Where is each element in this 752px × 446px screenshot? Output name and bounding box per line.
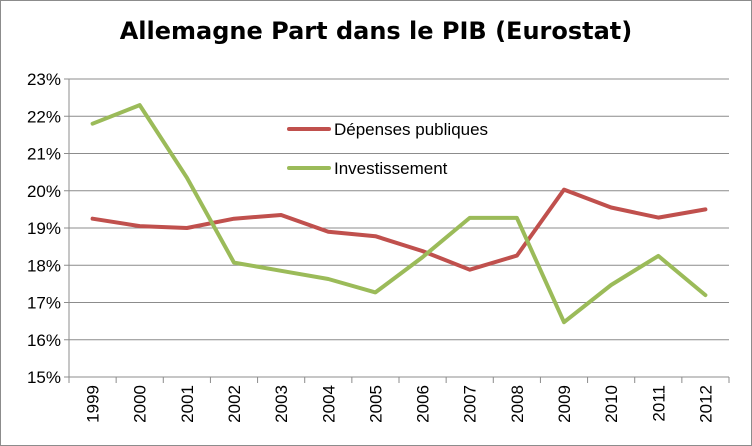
x-tick-label: 2000 [131,385,150,423]
legend-label: Dépenses publiques [334,120,488,139]
y-tick-label: 19% [27,219,61,238]
y-tick-label: 16% [27,331,61,350]
x-tick-label: 2003 [272,385,291,423]
x-tick-label: 2004 [319,385,338,423]
y-tick-label: 15% [27,368,61,387]
legend: Dépenses publiques Investissement [287,120,488,178]
series-lines [90,103,708,325]
x-tick-label: 2007 [461,385,480,423]
x-tick-label: 1999 [84,385,103,423]
x-axis-ticks: 1999 2000 2001 2002 2003 2004 2005 2006 2007 2008… [84,385,716,423]
x-tick-label: 2002 [225,385,244,423]
legend-label: Investissement [334,159,448,178]
series-line [90,187,708,272]
y-tick-label: 22% [27,107,61,126]
x-tick-label: 2012 [696,385,715,423]
axes [64,78,730,383]
y-tick-label: 18% [27,256,61,275]
x-tick-label: 2001 [178,385,197,423]
x-tick-label: 2005 [366,385,385,423]
y-tick-label: 20% [27,182,61,201]
y-axis-ticks: 15% 16% 17% 18% 19% 20% 21% 22% 23% [27,70,61,387]
y-tick-label: 21% [27,145,61,164]
y-tick-label: 17% [27,294,61,313]
x-tick-label: 2006 [414,385,433,423]
chart-title: Allemagne Part dans le PIB (Eurostat) [119,17,633,45]
x-tick-label: 2009 [555,385,574,423]
x-tick-label: 2008 [508,385,527,423]
y-tick-label: 23% [27,70,61,89]
x-tick-label: 2011 [649,385,668,422]
x-tick-label: 2010 [602,385,621,423]
series-line [90,103,708,325]
